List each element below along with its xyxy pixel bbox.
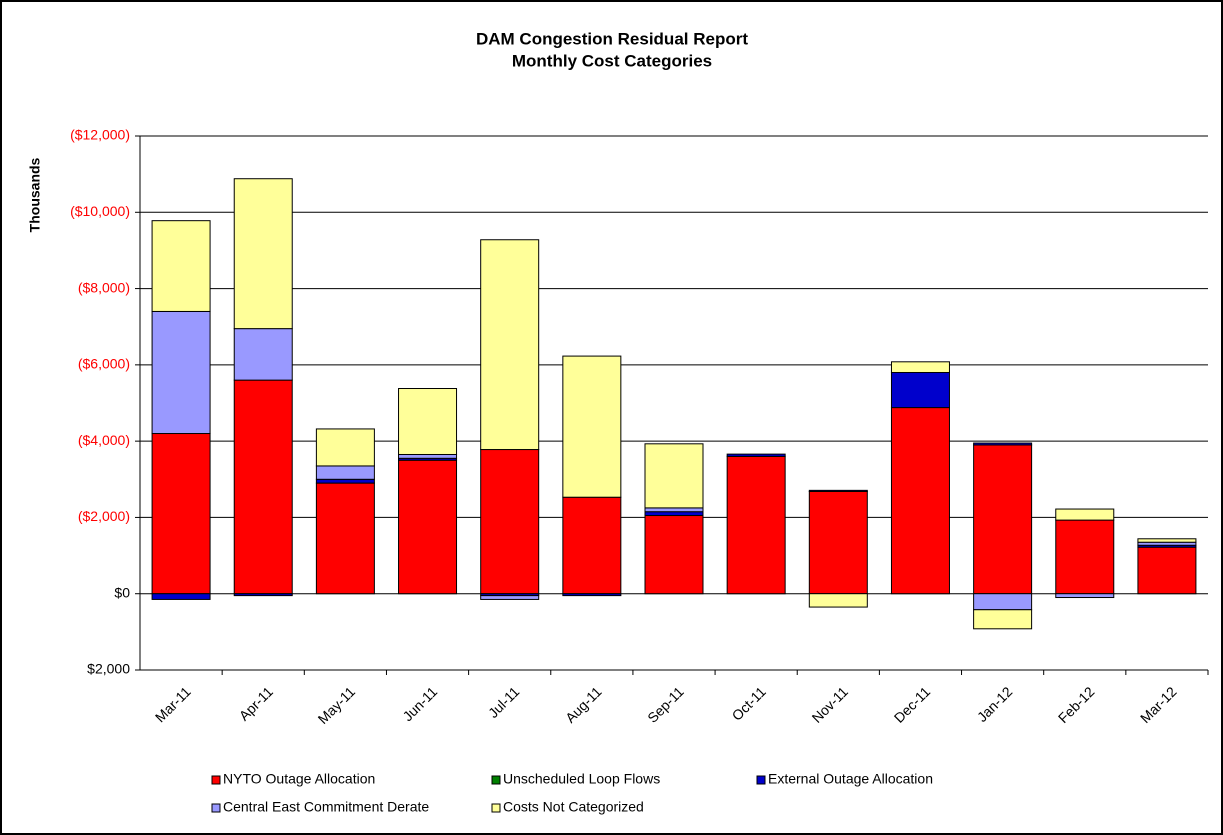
bar-segment <box>233 328 293 381</box>
y-tick-label: $0 <box>114 584 130 600</box>
bar-segment <box>890 361 950 373</box>
bar-segment <box>151 433 211 595</box>
legend-swatch <box>211 775 221 785</box>
bar-segment <box>315 478 375 484</box>
legend-label: Costs Not Categorized <box>503 799 644 815</box>
y-tick-label: $2,000 <box>87 661 130 677</box>
bar-segment <box>315 465 375 480</box>
bar-segment <box>644 511 704 517</box>
bar-segment <box>151 310 211 435</box>
bar-segment <box>233 379 293 595</box>
legend-swatch <box>211 803 221 813</box>
y-tick-label: ($12,000) <box>70 127 130 143</box>
y-tick-label: ($6,000) <box>78 356 130 372</box>
y-tick-label: ($10,000) <box>70 203 130 219</box>
chart-title: DAM Congestion Residual Report <box>476 29 748 48</box>
bar-segment <box>1137 538 1197 543</box>
legend-swatch <box>491 803 501 813</box>
y-tick-label: ($8,000) <box>78 279 130 295</box>
bar-segment <box>233 593 293 597</box>
bar-segment <box>808 490 868 595</box>
bar-segment <box>973 609 1033 630</box>
bar-segment <box>973 444 1033 595</box>
bar-segment <box>562 355 622 498</box>
bar-segment <box>315 428 375 467</box>
bar-segment <box>398 453 458 459</box>
legend-swatch <box>491 775 501 785</box>
legend-label: Unscheduled Loop Flows <box>503 771 660 787</box>
bar-segment <box>151 220 211 312</box>
bar-segment <box>480 595 540 600</box>
bar-segment <box>151 593 211 600</box>
bar-segment <box>398 459 458 595</box>
bar-segment <box>1055 593 1115 599</box>
y-tick-label: ($4,000) <box>78 432 130 448</box>
bar-segment <box>480 239 540 451</box>
bar-segment <box>480 449 540 595</box>
bar-segment <box>233 178 293 330</box>
bar-segment <box>562 593 622 597</box>
y-tick-label: ($2,000) <box>78 508 130 524</box>
y-axis-label: Thousands <box>27 157 43 232</box>
bar-segment <box>1055 519 1115 595</box>
bar-segment <box>1055 508 1115 521</box>
legend-label: External Outage Allocation <box>768 771 933 787</box>
bar-segment <box>890 371 950 409</box>
bar-segment <box>726 455 786 595</box>
bar-segment <box>562 496 622 595</box>
bar-segment <box>808 593 868 608</box>
bar-segment <box>973 593 1033 611</box>
bar-segment <box>726 453 786 457</box>
bar-segment <box>644 507 704 513</box>
bar-segment <box>808 489 868 492</box>
bar-segment <box>1137 546 1197 595</box>
chart-subtitle: Monthly Cost Categories <box>512 51 712 70</box>
bar-segment <box>644 515 704 595</box>
bar-segment <box>890 407 950 595</box>
bar-segment <box>315 482 375 595</box>
bar-segment <box>644 443 704 509</box>
legend-label: Central East Commitment Derate <box>223 799 429 815</box>
legend-swatch <box>756 775 766 785</box>
bar-segment <box>973 442 1033 446</box>
legend-label: NYTO Outage Allocation <box>223 771 375 787</box>
bar-segment <box>398 388 458 455</box>
